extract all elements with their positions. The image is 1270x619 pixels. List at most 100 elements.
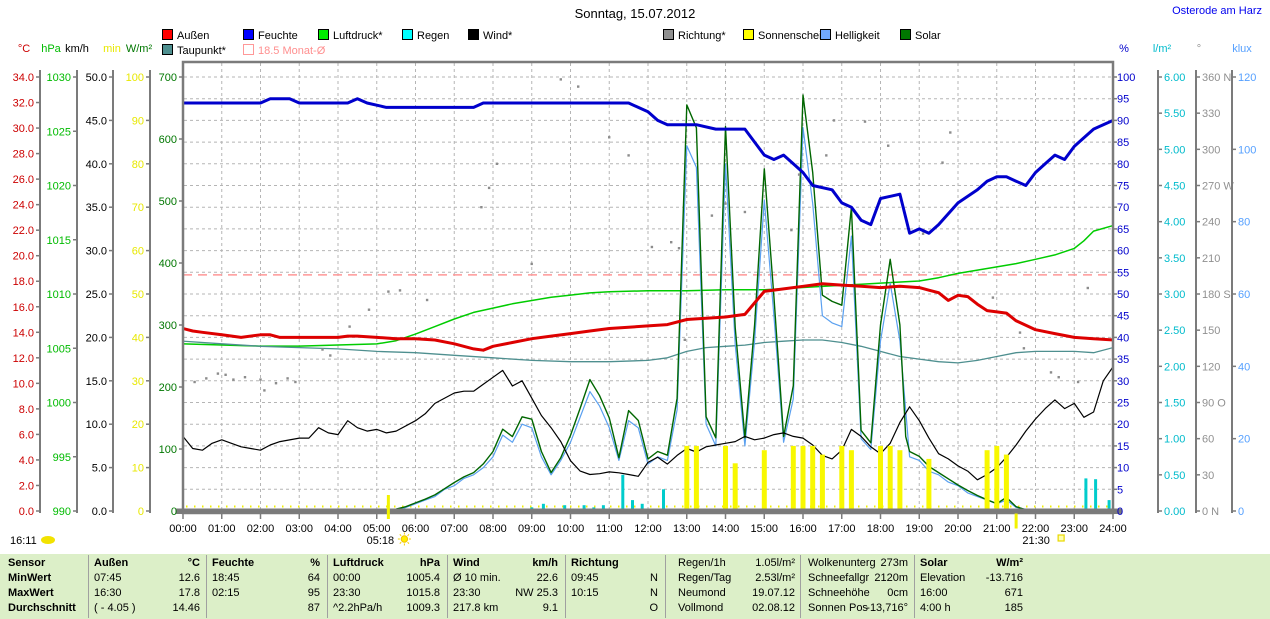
legend-label: Taupunkt* [177, 45, 226, 57]
grid [184, 63, 1112, 512]
stat-cell-regen-1h: Regen/1h 1.05l/m² [678, 557, 795, 569]
table-divider [914, 555, 915, 618]
svg-text:05:00: 05:00 [363, 523, 391, 535]
svg-text:16.0: 16.0 [13, 302, 34, 314]
legend-item-taupunkt: Taupunkt* [162, 44, 226, 57]
legend-item-luftdruck: Luftdruck* [318, 29, 383, 42]
stat-cell-schneefallgr: Schneefallgr 2120m [808, 572, 908, 584]
svg-text:80: 80 [1117, 159, 1129, 171]
svg-text:20: 20 [1238, 434, 1250, 446]
svg-text:5.00: 5.00 [1164, 144, 1185, 156]
svg-text:10:00: 10:00 [557, 523, 585, 535]
stat-cell-luftdruck-2: 23:30 1015.8 [333, 587, 440, 599]
svg-text:34.0: 34.0 [13, 72, 34, 84]
svg-text:1.50: 1.50 [1164, 398, 1185, 410]
svg-text:0.50: 0.50 [1164, 470, 1185, 482]
axis-unit-klux: klux [1232, 43, 1252, 55]
svg-text:40.0: 40.0 [86, 159, 107, 171]
legend-label: Luftdruck* [333, 30, 383, 42]
stat-row-label-sensor: Sensor [8, 557, 46, 569]
stat-header-luftdruck: Luftdruck hPa [333, 557, 440, 569]
svg-text:18:00: 18:00 [867, 523, 895, 535]
stat-cell-au-en-3: ( - 4.05 ) 14.46 [94, 602, 200, 614]
svg-text:50: 50 [1117, 289, 1129, 301]
svg-text:0: 0 [138, 506, 144, 518]
legend-label: 18.5 Monat-Ø [258, 45, 326, 57]
legend-label: Solar [915, 30, 941, 42]
legend-item-feuchte: Feuchte [243, 29, 298, 42]
svg-text:20: 20 [1117, 419, 1129, 431]
legend-swatch-feuchte [243, 29, 254, 40]
stat-cell-solar-3: 4:00 h 185 [920, 602, 1023, 614]
svg-text:20.0: 20.0 [86, 332, 107, 344]
sunset-icon [1057, 534, 1065, 542]
svg-text:02:00: 02:00 [247, 523, 275, 535]
svg-text:60: 60 [1117, 246, 1129, 258]
legend-item-sonnenschein: Sonnenschein [743, 29, 828, 42]
stat-cell-vollmond: Vollmond 02.08.12 [678, 602, 795, 614]
svg-text:6.00: 6.00 [1164, 72, 1185, 84]
stat-cell-sonnen-pos: Sonnen Pos -13,716° [808, 602, 908, 614]
series-sonnenschein [684, 445, 1009, 512]
svg-text:22.0: 22.0 [13, 225, 34, 237]
legend-swatch-helligkeit [820, 29, 831, 40]
x-axis-bar [176, 508, 1122, 514]
legend-item-18-5-monat: 18.5 Monat-Ø [243, 44, 325, 57]
svg-text:23:00: 23:00 [1060, 523, 1088, 535]
series-wind [184, 367, 1112, 481]
footer-time: 16:11 [10, 535, 55, 547]
stat-cell-wind-1: Ø 10 min. 22.6 [453, 572, 558, 584]
stat-cell-au-en-1: 07:45 12.6 [94, 572, 200, 584]
svg-text:25: 25 [1117, 398, 1129, 410]
svg-text:210: 210 [1202, 253, 1220, 265]
series-au-en [184, 282, 1112, 352]
legend-swatch-wind [468, 29, 479, 40]
series-solar [385, 94, 1037, 512]
stat-cell-solar-1: Elevation -13.716 [920, 572, 1023, 584]
stat-cell-wolkenunterg: Wolkenunterg 273m [808, 557, 908, 569]
legend-label: Wind* [483, 30, 513, 42]
svg-text:65: 65 [1117, 224, 1129, 236]
legend-swatch-sonnenschein [743, 29, 754, 40]
stat-header-richtung: Richtung [571, 557, 619, 569]
svg-text:120: 120 [1238, 72, 1256, 84]
station-link[interactable]: Osterode am Harz [1172, 5, 1262, 17]
svg-text:995: 995 [53, 452, 71, 464]
svg-text:5.0: 5.0 [92, 463, 107, 475]
svg-text:18.0: 18.0 [13, 276, 34, 288]
axis-unit-min: min [103, 43, 121, 55]
svg-text:0.0: 0.0 [92, 506, 107, 518]
svg-text:15:00: 15:00 [750, 523, 778, 535]
weather-chart: 34.0 32.0 30.0 28.0 26.0 24.0 22.0 20.0 18.0 16.0… [10, 43, 1256, 547]
svg-text:100: 100 [1117, 72, 1135, 84]
stat-cell-wind-3: 217.8 km 9.1 [453, 602, 558, 614]
axis-klux: 120 100 80 60 40 20 0 klux [1231, 43, 1256, 518]
stat-cell-feuchte-3: 87 [307, 602, 320, 614]
svg-text:05:18: 05:18 [367, 535, 395, 547]
legend-label: Sonnenschein [758, 30, 828, 42]
svg-text:330: 330 [1202, 108, 1220, 120]
svg-text:60: 60 [132, 246, 144, 258]
stat-cell-richtung-2: 10:15 N [571, 587, 658, 599]
legend-item-helligkeit: Helligkeit [820, 29, 880, 42]
stat-header-au-en: Außen °C [94, 557, 200, 569]
stat-cell-luftdruck-1: 00:00 1005.4 [333, 572, 440, 584]
stat-cell-richtung-3: O [649, 602, 658, 614]
svg-text:14.0: 14.0 [13, 327, 34, 339]
sunrise-marker: 05:18 [367, 495, 411, 547]
legend-swatch-solar [900, 29, 911, 40]
svg-text:35: 35 [1117, 354, 1129, 366]
svg-text:08:00: 08:00 [479, 523, 507, 535]
svg-text:14:00: 14:00 [712, 523, 740, 535]
svg-text:8.0: 8.0 [19, 404, 34, 416]
svg-text:180 S: 180 S [1202, 289, 1231, 301]
svg-text:07:00: 07:00 [440, 523, 468, 535]
svg-text:32.0: 32.0 [13, 98, 34, 110]
svg-text:100: 100 [126, 72, 144, 84]
stat-cell-wind-2: 23:30 NW 25.3 [453, 587, 558, 599]
sun-icon [397, 532, 411, 546]
svg-text:28.0: 28.0 [13, 149, 34, 161]
legend-item-au-en: Außen [162, 29, 209, 42]
